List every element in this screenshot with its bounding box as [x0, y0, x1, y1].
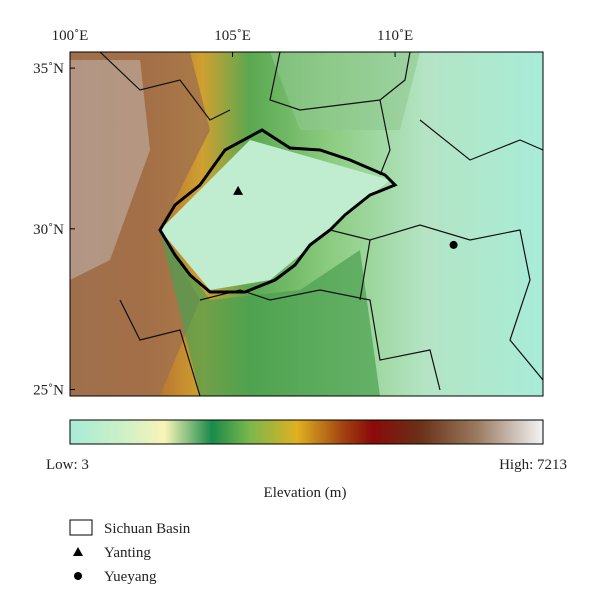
legend-label: Yueyang [104, 569, 157, 585]
map-frame [69, 51, 544, 397]
colorbar-low: Low: 3 [46, 457, 89, 473]
sichuan-basin-outline [158, 128, 398, 294]
y-tick-label: 30˚N [33, 222, 64, 238]
terrain [70, 52, 543, 396]
x-tick-label: 100˚E [52, 28, 89, 44]
legend-basin: Sichuan Basin [104, 521, 191, 537]
colorbar [69, 419, 544, 445]
site-marker [449, 240, 458, 249]
x-tick-label: 105˚E [214, 28, 251, 44]
colorbar-high: High: 7213 [499, 457, 567, 473]
legend-marker [73, 547, 83, 556]
x-tick-label: 110˚E [377, 28, 413, 44]
colorbar-title: Elevation (m) [264, 485, 347, 501]
site-marker [233, 185, 244, 195]
y-tick-label: 35˚N [33, 61, 64, 77]
y-tick-label: 25˚N [33, 383, 64, 399]
legend-marker [74, 572, 82, 580]
legend-basin-swatch [69, 519, 93, 536]
legend-label: Yanting [104, 545, 151, 561]
